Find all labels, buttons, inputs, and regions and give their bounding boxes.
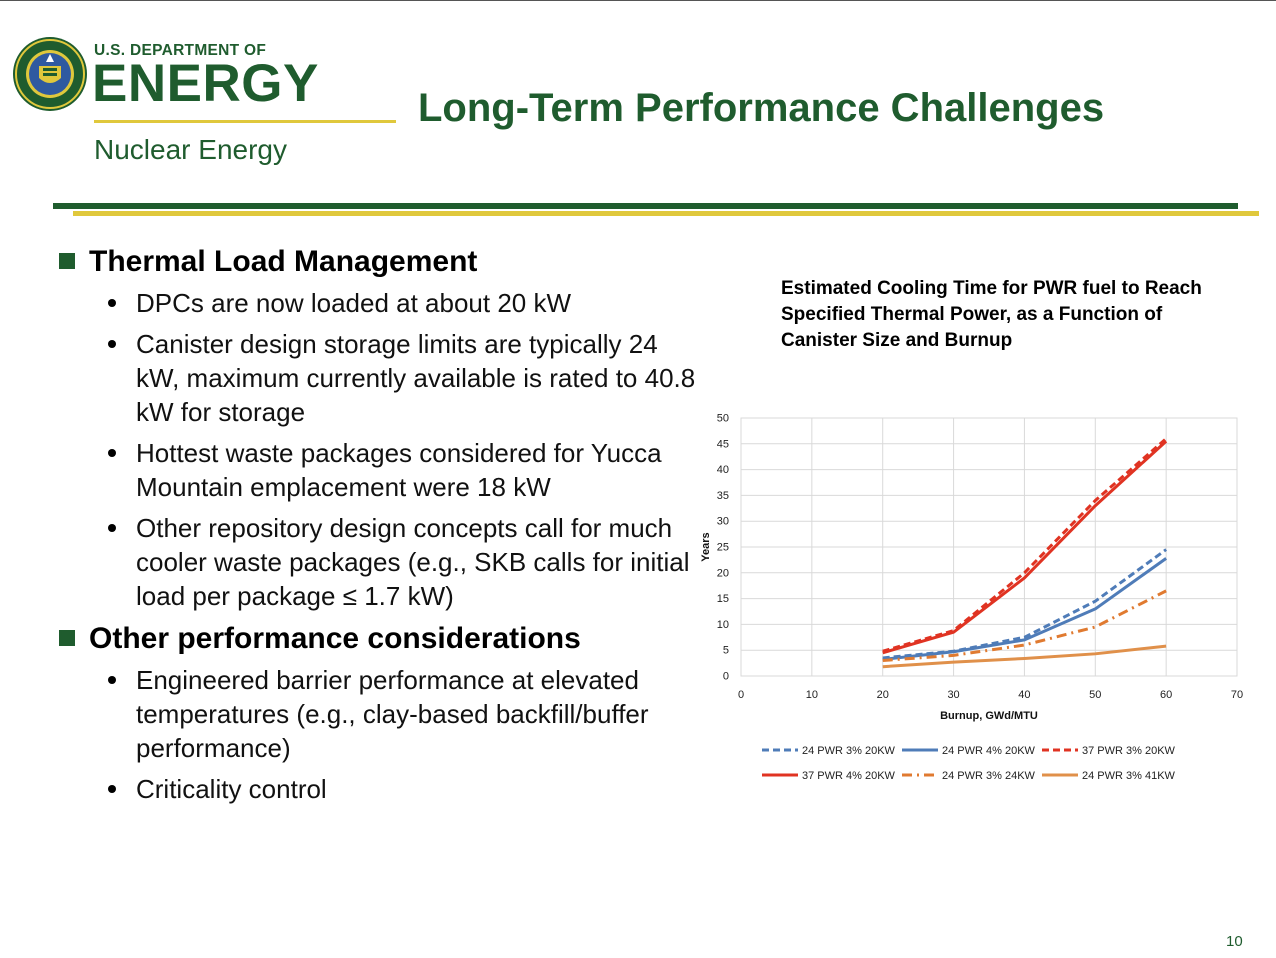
bullet-text: DPCs are now loaded at about 20 kW [136, 288, 572, 318]
bullet-text: Hottest waste packages considered for Yu… [136, 438, 662, 502]
y-tick-label: 0 [723, 671, 729, 683]
bullet-item: Criticality control [56, 772, 696, 806]
y-axis-label: Years [700, 532, 712, 561]
y-tick-label: 35 [717, 490, 729, 502]
y-tick-label: 10 [717, 619, 729, 631]
bullet-text: Canister design storage limits are typic… [136, 329, 696, 427]
series-line [882, 644, 1167, 669]
org-name: ENERGY [92, 54, 319, 113]
section-heading-text: Other performance considerations [89, 622, 581, 655]
slide-title: Long-Term Performance Challenges [418, 86, 1105, 130]
y-tick-label: 45 [717, 438, 729, 450]
x-tick-label: 60 [1160, 689, 1172, 701]
bullet-item: Other repository design concepts call fo… [56, 511, 696, 613]
legend-label: 24 PWR 4% 20KW [942, 745, 1036, 757]
logo-underline [94, 120, 396, 123]
top-border [0, 0, 1276, 1]
series-line [882, 589, 1167, 663]
bullet-text: Criticality control [136, 774, 327, 804]
bullet-dot-icon [108, 524, 116, 532]
doe-seal-icon [13, 37, 87, 111]
legend-label: 24 PWR 3% 20KW [802, 745, 896, 757]
x-tick-label: 50 [1089, 689, 1101, 701]
legend-label: 24 PWR 3% 24KW [942, 770, 1036, 782]
bullet-dot-icon [108, 299, 116, 307]
y-tick-label: 30 [717, 516, 729, 528]
square-bullet-icon [59, 253, 75, 269]
bullet-dot-icon [108, 676, 116, 684]
header-rule-gold [73, 211, 1259, 216]
bullet-item: Canister design storage limits are typic… [56, 327, 696, 429]
legend-label: 37 PWR 3% 20KW [1082, 745, 1176, 757]
chart-title: Estimated Cooling Time for PWR fuel to R… [781, 278, 1202, 351]
legend-label: 24 PWR 3% 41KW [1082, 770, 1176, 782]
office-name: Nuclear Energy [94, 134, 287, 165]
bullet-item: DPCs are now loaded at about 20 kW [56, 286, 696, 320]
x-axis-label: Burnup, GWd/MTU [940, 710, 1038, 722]
legend-label: 37 PWR 4% 20KW [802, 770, 896, 782]
x-tick-label: 10 [806, 689, 818, 701]
y-tick-label: 50 [717, 413, 729, 425]
bullet-item: Hottest waste packages considered for Yu… [56, 436, 696, 504]
y-tick-label: 15 [717, 593, 729, 605]
x-tick-label: 0 [738, 689, 744, 701]
page-number: 10 [1226, 933, 1243, 950]
org-line: U.S. DEPARTMENT OF [94, 42, 267, 59]
section-heading: Other performance considerations [56, 621, 696, 657]
bullet-list: Thermal Load Management DPCs are now loa… [56, 244, 696, 806]
bullet-dot-icon [108, 785, 116, 793]
section-heading-text: Thermal Load Management [89, 245, 478, 278]
x-tick-label: 20 [877, 689, 889, 701]
bullet-text: Other repository design concepts call fo… [136, 513, 690, 611]
bullet-item: Engineered barrier performance at elevat… [56, 663, 696, 765]
x-tick-label: 70 [1231, 689, 1243, 701]
section-heading: Thermal Load Management [56, 244, 696, 280]
y-tick-label: 20 [717, 567, 729, 579]
series-line [882, 557, 1168, 661]
cooling-time-chart: 0 5 10 15 20 25 30 35 40 45 50 0 10 20 30 40 50 60 70 Burnu… [700, 413, 1243, 783]
y-tick-label: 25 [717, 542, 729, 554]
square-bullet-icon [59, 630, 75, 646]
bullet-dot-icon [108, 449, 116, 457]
x-tick-label: 40 [1018, 689, 1030, 701]
y-tick-label: 40 [717, 464, 729, 476]
series-line [882, 440, 1168, 655]
y-tick-label: 5 [723, 645, 729, 657]
bullet-dot-icon [108, 340, 116, 348]
x-tick-label: 30 [947, 689, 959, 701]
bullet-text: Engineered barrier performance at elevat… [136, 665, 649, 763]
header-rule-green [53, 203, 1238, 209]
